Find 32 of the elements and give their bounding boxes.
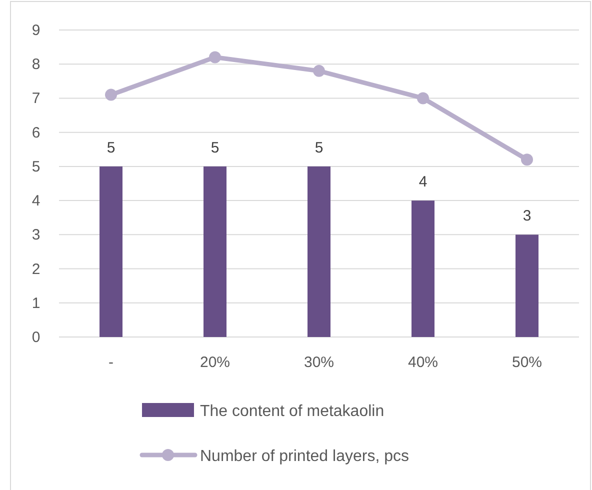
y-tick-label: 8 bbox=[32, 56, 40, 74]
point bbox=[105, 88, 117, 101]
y-tick-label: 4 bbox=[32, 192, 40, 210]
data-label: 5 bbox=[314, 139, 324, 156]
data-label: 5 bbox=[210, 139, 220, 156]
y-tick-label: 7 bbox=[32, 90, 40, 108]
y-tick-label: 9 bbox=[32, 22, 40, 39]
y-tick-label: 3 bbox=[32, 226, 40, 244]
y-tick-label: 0 bbox=[32, 329, 40, 346]
data-label: 5 bbox=[106, 139, 116, 156]
point bbox=[417, 92, 429, 104]
x-tick-label: 30% bbox=[304, 354, 334, 371]
y-tick-label: 2 bbox=[32, 260, 40, 278]
point bbox=[313, 64, 325, 77]
point bbox=[209, 51, 221, 64]
legend-label: Number of printed layers, pcs bbox=[200, 448, 409, 465]
bar bbox=[100, 166, 122, 337]
y-tick-label: 5 bbox=[32, 158, 40, 176]
point bbox=[521, 154, 533, 166]
x-tick-label: 50% bbox=[512, 354, 542, 371]
data-label: 3 bbox=[522, 208, 532, 225]
bar bbox=[204, 166, 226, 337]
x-tick-label: - bbox=[108, 354, 114, 371]
bar bbox=[412, 200, 434, 337]
y-tick-label: 6 bbox=[32, 124, 40, 142]
legend-label: The content of metakaolin bbox=[200, 403, 384, 420]
bar bbox=[516, 234, 538, 337]
x-tick-label: 20% bbox=[200, 354, 230, 371]
data-label: 4 bbox=[418, 174, 428, 191]
y-tick-label: 1 bbox=[32, 294, 40, 312]
x-tick-label: 40% bbox=[408, 354, 438, 371]
bar bbox=[308, 166, 330, 337]
